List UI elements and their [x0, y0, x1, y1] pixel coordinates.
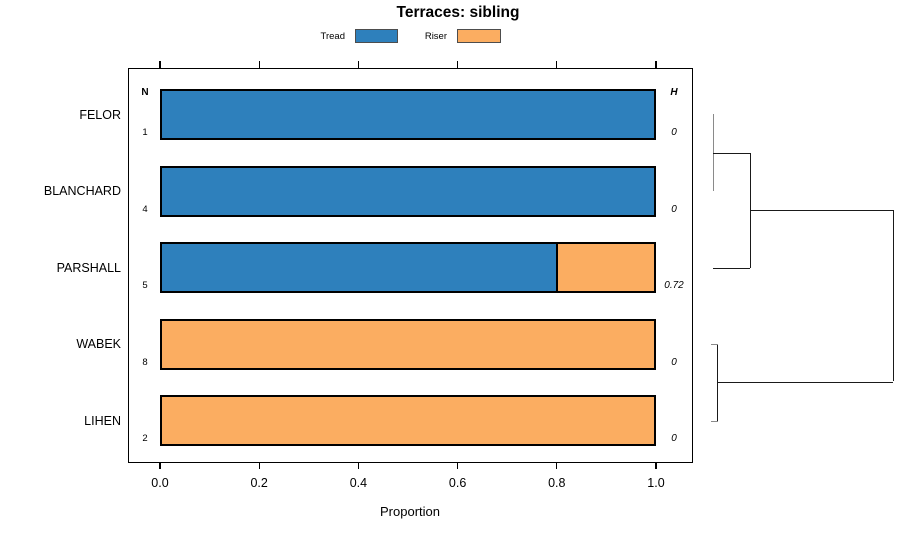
x-tick-label: 1.0 — [647, 476, 665, 490]
bar-lihen — [160, 395, 656, 447]
x-tick-label: 0.6 — [448, 476, 467, 490]
h-column-header: H — [670, 87, 678, 98]
x-tick-label: 0.2 — [250, 476, 268, 490]
bar-segment-riser — [555, 244, 654, 292]
bar-segment-riser — [162, 320, 654, 368]
dendrogram-segment — [750, 209, 893, 211]
bar-segment-tread — [162, 91, 654, 138]
legend-label-tread: Tread — [320, 31, 345, 42]
plot-panel — [128, 68, 693, 463]
h-value: 0.72 — [664, 280, 684, 292]
x-tick-bottom — [159, 462, 161, 469]
category-label: LIHEN — [84, 413, 121, 428]
bar-segment-tread — [162, 167, 654, 215]
n-value: 8 — [142, 356, 148, 368]
legend-swatch-riser — [457, 29, 501, 43]
n-column-header: N — [141, 87, 149, 98]
x-tick-bottom — [357, 462, 359, 469]
h-value: 0 — [671, 433, 677, 445]
x-tick-bottom — [457, 462, 459, 469]
h-value: 0 — [671, 356, 677, 368]
x-tick-bottom — [556, 462, 558, 469]
dendrogram-segment — [716, 381, 893, 383]
dendrogram-segment — [712, 267, 750, 269]
dendrogram-segment — [711, 420, 718, 422]
x-axis-title: Proportion — [380, 504, 440, 519]
x-tick-label: 0.4 — [349, 476, 368, 490]
x-tick-top — [556, 61, 558, 68]
n-value: 1 — [142, 127, 148, 138]
category-label: FELOR — [79, 107, 121, 122]
h-value: 0 — [671, 203, 677, 215]
x-tick-top — [159, 61, 161, 68]
x-tick-bottom — [655, 462, 657, 469]
chart-title: Terraces: sibling — [396, 4, 520, 21]
bar-felor — [160, 89, 656, 140]
x-tick-label: 0.0 — [151, 476, 169, 490]
bar-segment-riser — [162, 397, 654, 445]
x-tick-top — [258, 61, 260, 68]
category-label: WABEK — [76, 337, 121, 352]
bar-wabek — [160, 318, 656, 370]
x-tick-bottom — [258, 462, 260, 469]
n-value: 4 — [142, 203, 148, 215]
category-label: PARSHALL — [56, 260, 121, 275]
legend-swatch-tread — [355, 29, 398, 43]
x-tick-top — [357, 61, 359, 68]
dendrogram-segment — [712, 152, 750, 154]
dendrogram-segment — [716, 343, 718, 421]
bar-blanchard — [160, 165, 656, 217]
category-label: BLANCHARD — [43, 184, 121, 199]
legend-label-riser: Riser — [424, 31, 447, 42]
x-tick-top — [655, 61, 657, 68]
n-value: 2 — [142, 433, 148, 445]
bar-parshall — [160, 242, 656, 294]
h-value: 0 — [671, 127, 677, 138]
bar-segment-tread — [162, 244, 556, 292]
x-tick-label: 0.8 — [548, 476, 566, 490]
n-value: 5 — [142, 280, 148, 292]
dendrogram-segment — [711, 343, 718, 345]
dendrogram-segment — [893, 209, 895, 382]
x-tick-top — [457, 61, 459, 68]
